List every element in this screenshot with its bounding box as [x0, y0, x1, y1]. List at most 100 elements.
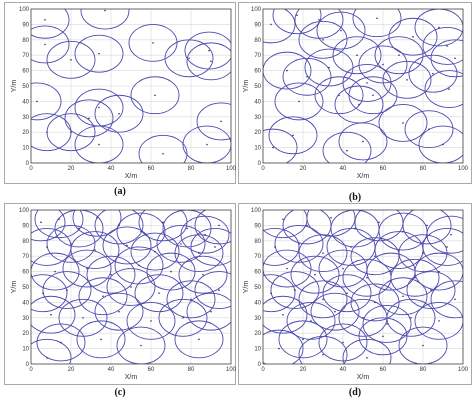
sensor-point [98, 52, 100, 55]
chart-svg-b: 0 20 40 60 80 100 0 10 20 30 40 50 60 70 80 90 100 X/m Y/m [243, 7, 469, 180]
sensor-point [140, 230, 142, 233]
coverage-circle [130, 232, 180, 271]
coverage-circle [414, 9, 463, 47]
sensor-point [358, 103, 360, 106]
coverage-circle [116, 326, 166, 364]
sensor-point [286, 267, 288, 270]
sensor-point [294, 289, 296, 291]
y-tick-label: 10 [254, 347, 261, 353]
sensor-point [270, 23, 272, 26]
sensor-point [272, 146, 274, 149]
coverage-circle [268, 116, 318, 155]
sensor-point [110, 273, 112, 276]
sensor-point [46, 131, 48, 133]
coverage-circle [322, 274, 372, 313]
coverage-circle [404, 110, 454, 149]
x-tick-label: 40 [108, 367, 115, 373]
sensor-point [410, 317, 412, 319]
y-tick-label: 100 [251, 7, 262, 13]
x-tick-label: 20 [68, 367, 75, 373]
sensor-point [314, 273, 316, 276]
y-tick-label: 20 [22, 130, 29, 136]
x-axis-label: X/m [125, 173, 138, 180]
coverage-circle [130, 76, 180, 115]
x-tick-label: 0 [29, 166, 33, 172]
sensor-point [376, 17, 378, 20]
coverage-circle [46, 224, 96, 263]
sensor-point [86, 267, 88, 270]
coverage-circle [374, 36, 424, 75]
coverage-circle [31, 82, 62, 121]
sensor-point [350, 246, 352, 248]
x-tick-label: 100 [226, 367, 237, 373]
sensor-point [402, 230, 404, 233]
coverage-circle [352, 9, 402, 38]
x-tick-label: 0 [29, 367, 33, 373]
sensor-point [362, 317, 364, 319]
sensor-point [182, 317, 184, 319]
x-tick-label: 20 [68, 166, 75, 172]
sensor-point [188, 57, 190, 60]
sensor-point [162, 221, 164, 224]
sensor-point [102, 295, 104, 298]
sensor-point [338, 94, 340, 97]
coverage-circle [398, 234, 448, 273]
coverage-circle [272, 9, 322, 35]
sensor-point [190, 298, 192, 301]
coverage-circle [128, 23, 178, 62]
y-tick-label: 80 [22, 38, 29, 44]
x-axis-label: X/m [357, 173, 370, 180]
sensor-point [398, 249, 400, 251]
y-tick-label: 90 [22, 223, 29, 229]
coverage-circle [166, 280, 216, 319]
sensor-point [118, 112, 120, 115]
coverage-circle [274, 224, 324, 263]
caption-a: (a) [114, 186, 126, 197]
coverage-circle [430, 280, 463, 319]
y-axis-label: Y/m [243, 281, 250, 294]
coverage-circle [310, 292, 360, 331]
sensor-point [70, 243, 72, 245]
sensor-point [412, 35, 414, 38]
coverage-circle [186, 292, 231, 331]
x-tick-label: 40 [108, 166, 115, 172]
sensor-point [322, 353, 324, 356]
sensor-point [140, 344, 142, 347]
y-tick-label: 20 [22, 331, 29, 337]
coverage-circle [314, 76, 364, 115]
coverage-circle [80, 9, 130, 30]
y-tick-label: 50 [254, 285, 261, 291]
sensor-point [382, 335, 384, 338]
coverage-circle [31, 338, 72, 364]
sensor-point [438, 270, 440, 273]
coverage-circle [274, 82, 324, 121]
coverage-circle [408, 54, 458, 93]
coverage-circle [54, 210, 104, 248]
sensor-point [322, 298, 324, 301]
coverage-circle [74, 125, 124, 163]
y-tick-label: 80 [254, 38, 261, 44]
sensor-point [310, 320, 312, 322]
y-axis-label: Y/m [11, 80, 18, 93]
y-axis-label: Y/m [11, 281, 18, 294]
y-tick-label: 60 [254, 270, 261, 276]
y-tick-label: 70 [254, 53, 261, 59]
sensor-point [100, 338, 102, 341]
plot-border [262, 209, 464, 365]
x-tick-label: 100 [226, 166, 237, 172]
x-axis-label: X/m [125, 374, 138, 381]
y-tick-label: 70 [254, 254, 261, 260]
sensor-point [298, 100, 300, 103]
coverage-circle [263, 9, 296, 44]
x-tick-label: 0 [261, 166, 265, 172]
coverage-circle [350, 283, 400, 322]
y-tick-label: 10 [22, 146, 29, 152]
sensor-point [278, 347, 280, 350]
sensor-point [186, 227, 188, 230]
sensor-point [202, 273, 204, 276]
sensor-point [302, 338, 304, 341]
sensor-point [322, 252, 324, 254]
plot-border [262, 8, 464, 164]
sensor-point [82, 317, 84, 319]
coverage-circle [298, 280, 348, 319]
